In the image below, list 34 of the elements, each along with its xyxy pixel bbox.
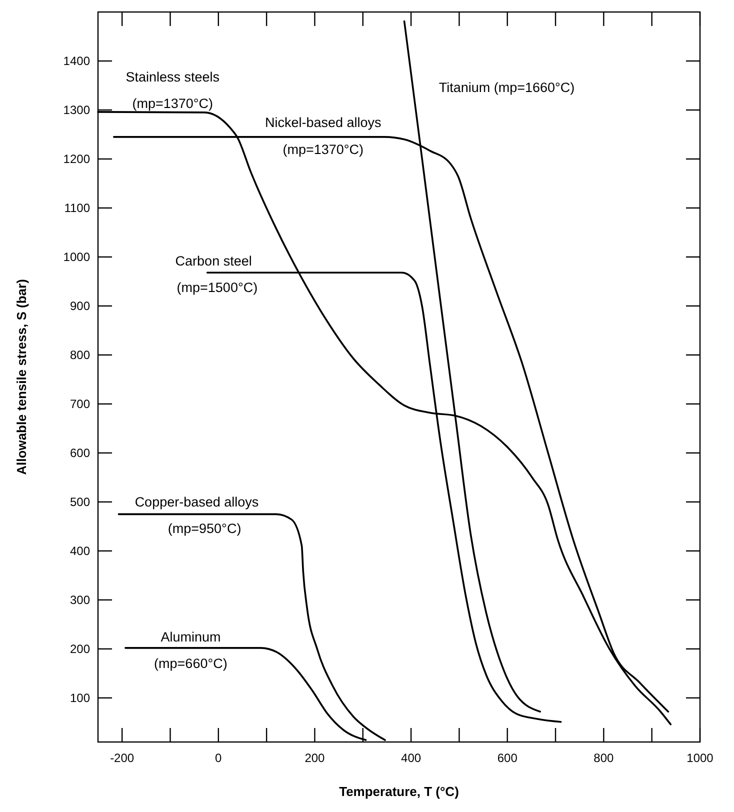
y-tick-label: 1000	[63, 250, 90, 264]
x-tick-label: -200	[110, 751, 134, 765]
y-tick-label: 800	[70, 348, 90, 362]
x-tick-label: 600	[497, 751, 518, 765]
y-tick-label: 300	[70, 593, 90, 608]
annotation: Titanium (mp=1660°C)	[438, 80, 575, 95]
y-tick-label: 200	[70, 642, 90, 656]
annotation: Carbon steel	[175, 254, 252, 269]
x-tick-label: 0	[215, 751, 222, 765]
annotation: (mp=1370°C)	[282, 142, 364, 157]
annotation: Copper-based alloys	[134, 494, 259, 510]
x-tick-label: 400	[401, 751, 422, 765]
y-tick-label: 400	[70, 544, 90, 558]
x-tick-label: 800	[594, 751, 614, 765]
annotation: Stainless steels	[126, 70, 220, 85]
x-axis-title: Temperature, T (°C)	[339, 784, 459, 799]
annotation: (mp=1370°C)	[132, 96, 214, 111]
y-tick-label: 500	[70, 495, 90, 510]
x-tick-label: 200	[304, 751, 326, 765]
y-axis-title: Allowable tensile stress, S (bar)	[14, 279, 29, 475]
y-tick-label: 1400	[63, 54, 90, 68]
y-tick-label: 1100	[64, 201, 90, 216]
y-tick-label: 1300	[63, 103, 90, 118]
annotation: (mp=950°C)	[168, 520, 242, 536]
x-tick-label: 1000	[686, 751, 714, 765]
y-tick-label: 100	[70, 691, 90, 706]
annotation: (mp=1500°C)	[176, 280, 258, 295]
annotation: Nickel-based alloys	[264, 114, 382, 130]
y-tick-label: 900	[70, 299, 90, 314]
y-tick-label: 700	[70, 397, 90, 412]
annotation: Aluminum	[160, 630, 221, 645]
annotation: (mp=660°C)	[154, 656, 228, 671]
y-tick-label: 1200	[63, 152, 90, 166]
y-tick-label: 600	[70, 446, 90, 460]
